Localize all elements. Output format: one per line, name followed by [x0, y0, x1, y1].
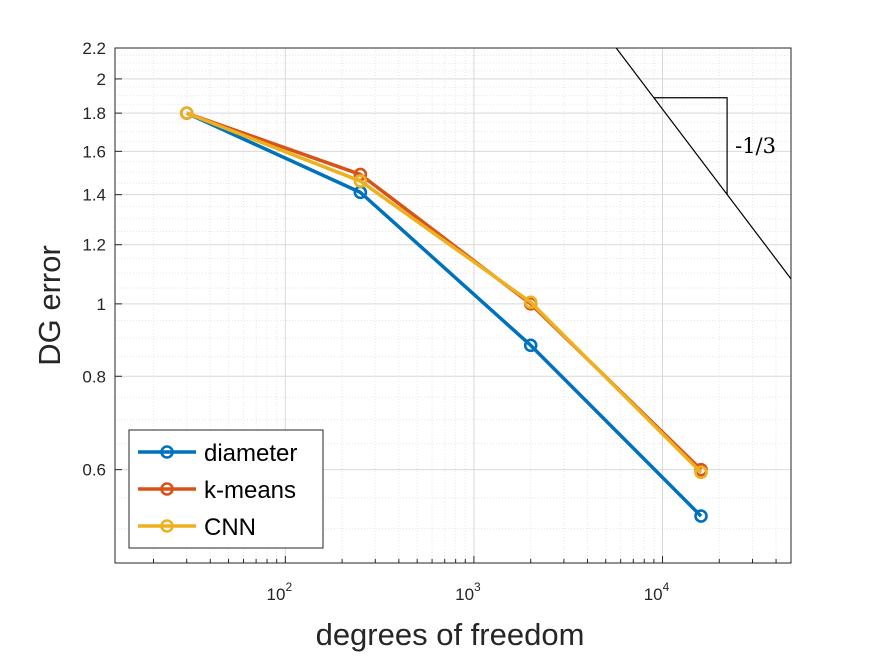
data-point-diameter — [694, 509, 708, 523]
y-axis-label: DG error — [32, 245, 67, 366]
y-tick-label: 2.2 — [82, 39, 106, 58]
series-layer — [179, 106, 708, 523]
y-tick-label: 0.8 — [82, 367, 106, 386]
reference-slope: -1/3 — [615, 47, 792, 280]
legend-label-k-means: k-means — [204, 477, 296, 504]
data-point-CNN — [353, 174, 368, 188]
series-line-k-means — [186, 111, 703, 471]
x-tick-labels: 102 103 104 — [267, 580, 670, 604]
y-tick-label: 2 — [97, 70, 106, 89]
reference-slope-line — [615, 47, 792, 280]
y-tick-label: 0.6 — [82, 461, 106, 480]
data-point-CNN — [179, 106, 194, 120]
legend: diameter k-means CNN — [128, 429, 324, 549]
x-tick-label: 104 — [644, 580, 670, 604]
legend-label-diameter: diameter — [204, 440, 297, 467]
plot-area-frame — [114, 47, 792, 564]
y-tick-label: 1.2 — [82, 236, 106, 255]
y-tick-label: 1.4 — [82, 186, 106, 205]
legend-marker-k-means — [160, 482, 174, 496]
y-tick-label: 1.8 — [82, 104, 106, 123]
legend-marker-diameter — [160, 445, 174, 459]
y-tick-label: 1.6 — [82, 142, 106, 161]
data-point-diameter — [523, 338, 538, 353]
axis-ticks — [115, 47, 777, 563]
data-point-CNN — [694, 465, 708, 480]
legend-label-CNN: CNN — [204, 514, 256, 541]
series-line-diameter — [185, 111, 703, 518]
x-tick-label: 102 — [267, 580, 293, 604]
slope-label: -1/3 — [735, 134, 776, 158]
major-grid — [115, 47, 791, 563]
series-line-CNN — [186, 111, 703, 474]
y-tick-label: 1 — [97, 295, 106, 314]
y-tick-labels: 0.6 0.8 1 1.2 1.4 1.6 1.8 2 2.2 — [82, 39, 106, 480]
slope-triangle — [653, 97, 728, 195]
x-tick-label: 103 — [455, 580, 481, 604]
x-axis-label: degrees of freedom — [316, 617, 585, 652]
legend-marker-CNN — [160, 519, 174, 533]
data-point-CNN — [523, 295, 538, 310]
